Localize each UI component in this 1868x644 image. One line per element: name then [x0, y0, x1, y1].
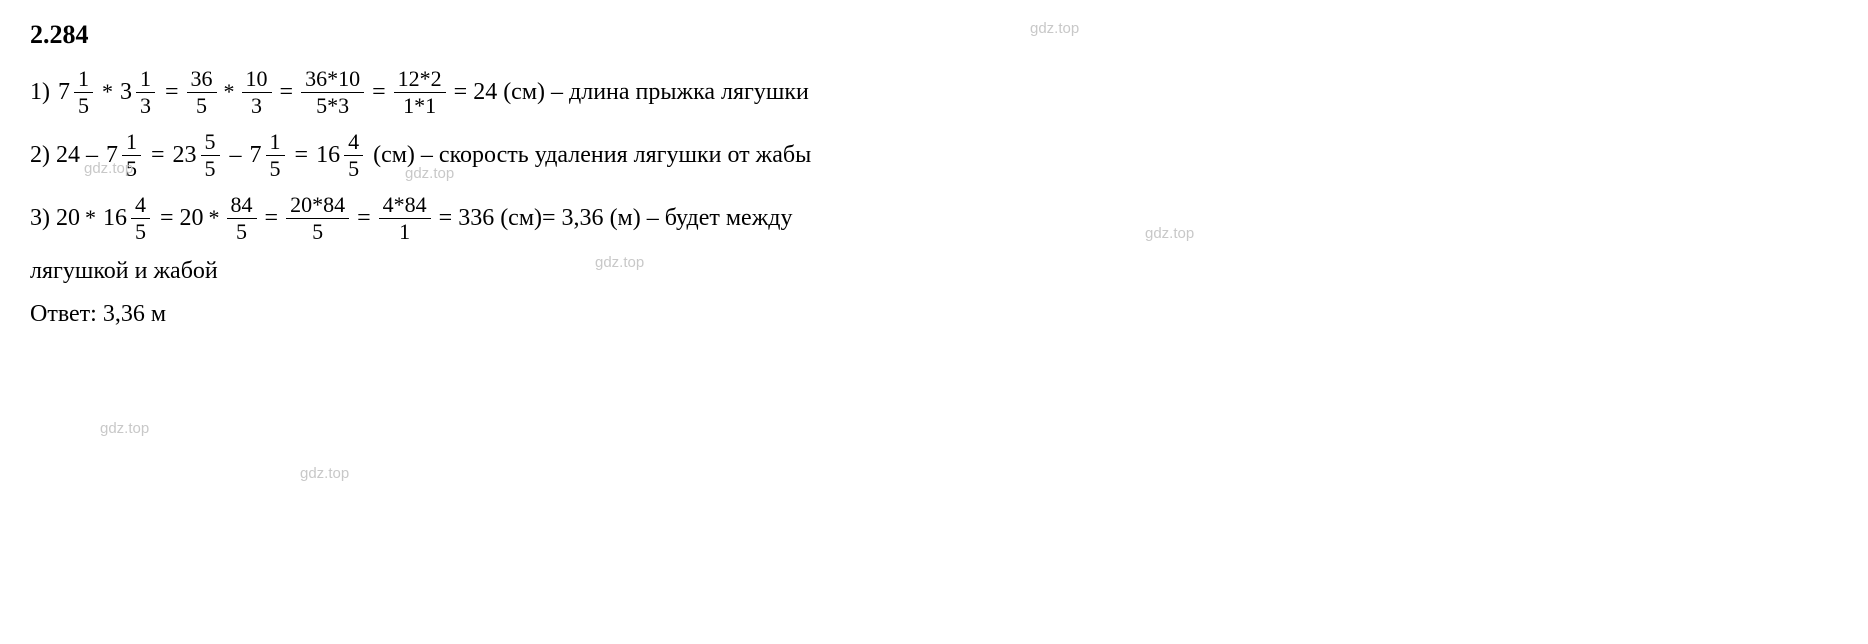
fraction: 1 5 — [74, 68, 93, 117]
unit: (см) — [503, 78, 545, 107]
fraction: 1 5 — [122, 131, 141, 180]
fraction: 4 5 — [131, 194, 150, 243]
fraction: 12*2 1*1 — [394, 68, 446, 117]
numerator: 10 — [242, 68, 272, 93]
minus-op: – — [230, 141, 242, 170]
answer-value: 3,36 м — [103, 300, 166, 329]
denominator: 1*1 — [399, 93, 440, 117]
multiply-op: * — [209, 205, 220, 231]
denominator: 5 — [201, 156, 220, 180]
unit: (м) — [610, 204, 641, 233]
numerator: 12*2 — [394, 68, 446, 93]
unit: (см) — [500, 204, 542, 233]
fraction: 1 3 — [136, 68, 155, 117]
fraction: 1 5 — [266, 131, 285, 180]
fraction: 20*84 5 — [286, 194, 349, 243]
watermark: gdz.top — [100, 420, 149, 437]
denominator: 5*3 — [312, 93, 353, 117]
numerator: 84 — [227, 194, 257, 219]
fraction: 36*10 5*3 — [301, 68, 364, 117]
denominator: 5 — [74, 93, 93, 117]
step-index: 3) — [30, 204, 50, 233]
whole-part: 16 — [316, 141, 340, 170]
answer-line: Ответ: 3,36 м — [30, 300, 1838, 329]
fraction: 4*84 1 — [379, 194, 431, 243]
equals-op: = — [280, 78, 294, 107]
whole-part: 16 — [103, 204, 127, 233]
answer-label: Ответ: — [30, 300, 97, 329]
equals-op: = — [265, 204, 279, 233]
whole-part: 7 — [250, 141, 262, 170]
denominator: 3 — [136, 93, 155, 117]
numerator: 20*84 — [286, 194, 349, 219]
denominator: 3 — [247, 93, 266, 117]
whole-part: 23 — [173, 141, 197, 170]
step-index: 2) — [30, 141, 50, 170]
denominator: 5 — [266, 156, 285, 180]
equals-conversion: = 3,36 — [542, 204, 604, 233]
value: 24 — [56, 141, 80, 170]
numerator: 4 — [344, 131, 363, 156]
description: – будет между — [647, 204, 793, 233]
whole-part: 7 — [106, 141, 118, 170]
fraction: 10 3 — [242, 68, 272, 117]
multiply-op: * — [85, 205, 96, 231]
minus-op: – — [86, 141, 98, 170]
equals-op: = — [439, 204, 453, 233]
fraction: 5 5 — [201, 131, 220, 180]
description: – длина прыжка лягушки — [551, 78, 809, 107]
equals-op: = — [165, 78, 179, 107]
equals-op: = — [454, 78, 468, 107]
numerator: 1 — [122, 131, 141, 156]
fraction: 84 5 — [227, 194, 257, 243]
step-3: 3) 20 * 16 4 5 = 20 * 84 5 = 20*84 5 = 4… — [30, 194, 1838, 243]
value: 20 — [180, 204, 204, 233]
equals-op: = — [160, 204, 174, 233]
numerator: 1 — [74, 68, 93, 93]
multiply-op: * — [102, 79, 113, 105]
result-value: 336 — [458, 204, 494, 233]
description: – скорость удаления лягушки от жабы — [421, 141, 811, 170]
result-value: 24 — [473, 78, 497, 107]
whole-part: 3 — [120, 78, 132, 107]
numerator: 4*84 — [379, 194, 431, 219]
mixed-fraction: 7 1 5 — [250, 131, 287, 180]
mixed-fraction: 16 4 5 — [316, 131, 365, 180]
numerator: 36*10 — [301, 68, 364, 93]
fraction: 36 5 — [187, 68, 217, 117]
denominator: 1 — [395, 219, 414, 243]
denominator: 5 — [122, 156, 141, 180]
watermark: gdz.top — [300, 465, 349, 482]
step-2: 2) 24 – 7 1 5 = 23 5 5 – 7 1 5 = 16 4 5 … — [30, 131, 1838, 180]
equals-op: = — [295, 141, 309, 170]
continuation-text: лягушкой и жабой — [30, 257, 218, 286]
numerator: 4 — [131, 194, 150, 219]
denominator: 5 — [308, 219, 327, 243]
unit: (см) — [373, 141, 415, 170]
numerator: 1 — [136, 68, 155, 93]
mixed-fraction: 16 4 5 — [103, 194, 152, 243]
continuation-line: лягушкой и жабой — [30, 257, 1838, 286]
numerator: 5 — [201, 131, 220, 156]
fraction: 4 5 — [344, 131, 363, 180]
numerator: 1 — [266, 131, 285, 156]
equals-op: = — [357, 204, 371, 233]
equals-op: = — [151, 141, 165, 170]
multiply-op: * — [224, 79, 235, 105]
value: 20 — [56, 204, 80, 233]
problem-number: 2.284 — [30, 20, 1838, 50]
denominator: 5 — [192, 93, 211, 117]
denominator: 5 — [344, 156, 363, 180]
whole-part: 7 — [58, 78, 70, 107]
numerator: 36 — [187, 68, 217, 93]
step-index: 1) — [30, 78, 50, 107]
step-1: 1) 7 1 5 * 3 1 3 = 36 5 * 10 3 = 36*10 5… — [30, 68, 1838, 117]
mixed-fraction: 23 5 5 — [173, 131, 222, 180]
denominator: 5 — [131, 219, 150, 243]
denominator: 5 — [232, 219, 251, 243]
equals-op: = — [372, 78, 386, 107]
mixed-fraction: 7 1 5 — [58, 68, 95, 117]
mixed-fraction: 3 1 3 — [120, 68, 157, 117]
mixed-fraction: 7 1 5 — [106, 131, 143, 180]
